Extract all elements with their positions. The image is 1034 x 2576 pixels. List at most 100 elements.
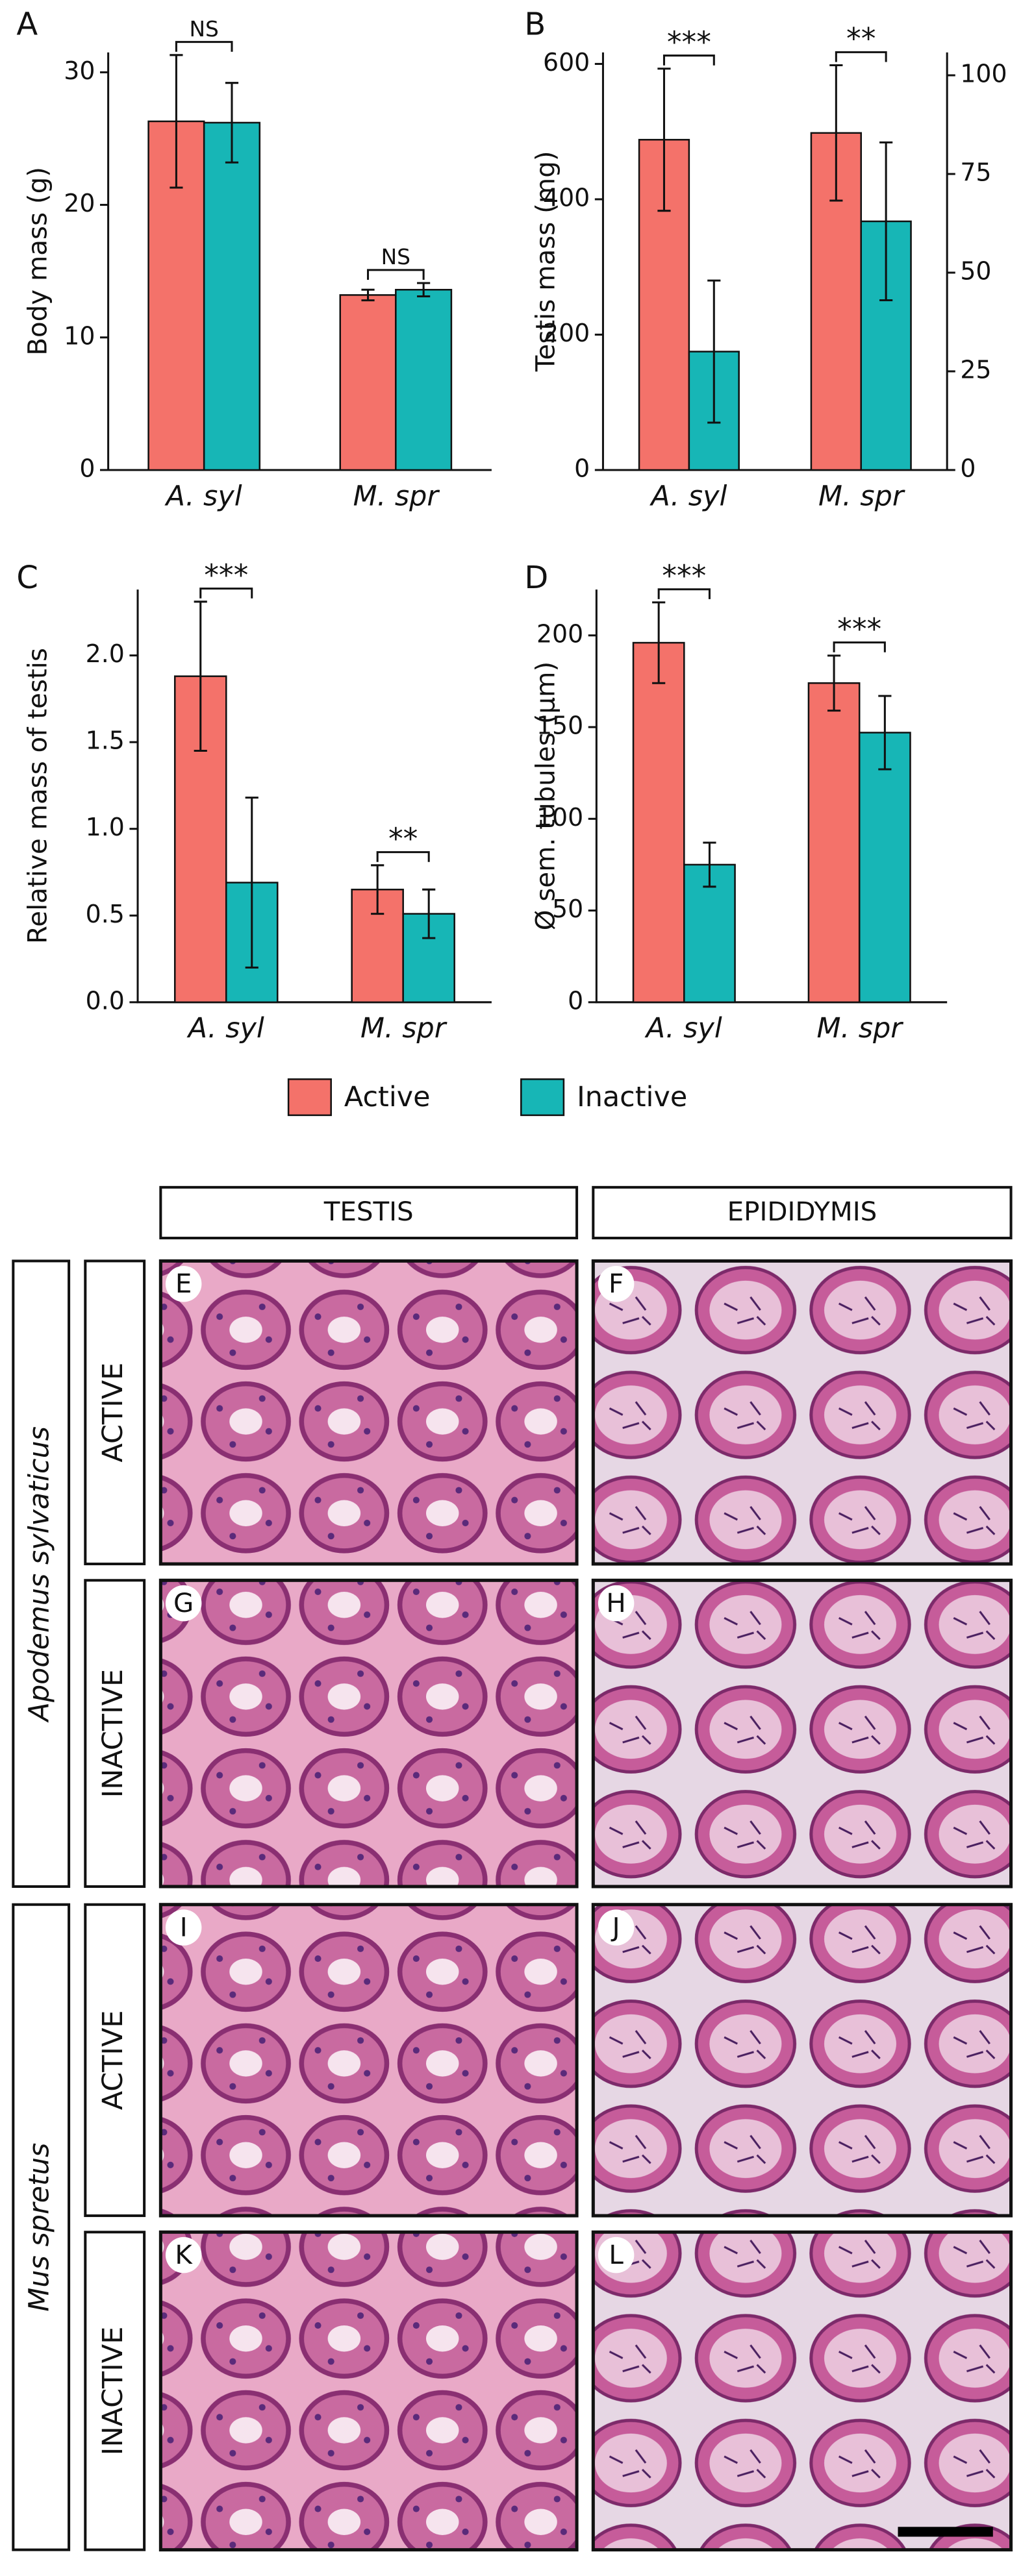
axis-line xyxy=(601,52,948,471)
y-axis-label: Testis mass (mg) xyxy=(531,151,561,372)
legend-swatch xyxy=(287,1078,332,1117)
condition-box xyxy=(84,1259,146,1566)
error-bar xyxy=(361,288,375,302)
condition-box xyxy=(84,2231,146,2551)
panel-letter-badge xyxy=(165,1265,202,1302)
panel-letter-badge xyxy=(165,1585,202,1622)
significance-bracket xyxy=(199,588,253,599)
significance-bracket xyxy=(367,269,425,280)
panel-letter-badge xyxy=(598,1265,635,1302)
legend-label: Inactive xyxy=(577,1081,687,1113)
species-box xyxy=(12,1259,71,1889)
y-axis-label: Relative mass of testis xyxy=(23,648,53,944)
error-bar xyxy=(245,797,258,969)
panel-letter-badge xyxy=(598,1585,635,1622)
error-bar xyxy=(194,601,207,752)
y-tick-label: 400 xyxy=(543,183,590,212)
significance-label: *** xyxy=(204,558,248,592)
y2-tick-label: 50 xyxy=(960,256,991,285)
x-tick-label: M. spr xyxy=(816,1012,903,1045)
scale-bar xyxy=(898,2527,993,2537)
error-bar xyxy=(225,82,239,164)
panel-letter: J xyxy=(611,1913,620,1943)
x-tick-label: A. syl xyxy=(644,1012,722,1045)
x-tick-label: M. spr xyxy=(360,1012,448,1045)
significance-label: *** xyxy=(837,612,881,646)
y-tick-label: 100 xyxy=(536,803,583,832)
significance-label: NS xyxy=(190,17,219,42)
histology: TESTIS EPIDIDYMIS Apodemus sylvaticus ACTIV… xyxy=(12,1185,1013,2552)
condition-label: INACTIVE xyxy=(97,1669,129,1798)
y-tick-label: 20 xyxy=(64,189,95,217)
y-tick-label: 150 xyxy=(536,712,583,740)
significance-bracket xyxy=(657,588,711,599)
micrograph xyxy=(591,1259,1013,1566)
panel-letter: C xyxy=(16,560,38,596)
y2-tick-label: 25 xyxy=(960,355,991,384)
y-tick-label: 0.5 xyxy=(86,900,125,928)
legend-label: Active xyxy=(344,1081,431,1113)
species-label: Apodemus sylvaticus xyxy=(23,1426,56,1723)
legend-swatch xyxy=(520,1078,565,1117)
y-tick-label: 0 xyxy=(79,454,95,482)
panel-letter: B xyxy=(524,6,546,42)
error-bar xyxy=(657,68,671,212)
micrograph xyxy=(591,1903,1013,2218)
y-tick-label: 600 xyxy=(543,48,590,77)
x-tick-label: A. syl xyxy=(164,480,242,512)
micrograph xyxy=(158,1903,579,2218)
significance-label: *** xyxy=(667,25,711,59)
micrograph xyxy=(158,1578,579,1889)
micrograph xyxy=(158,2230,579,2552)
panel-letter: A xyxy=(16,6,38,42)
error-bar xyxy=(878,695,892,771)
y-tick-label: 0 xyxy=(574,454,590,482)
condition-box xyxy=(84,1903,146,2218)
error-bar xyxy=(422,888,436,939)
error-bar xyxy=(703,841,716,888)
x-tick-label: M. spr xyxy=(818,480,905,512)
y-tick-label: 50 xyxy=(552,895,583,923)
error-bar xyxy=(829,64,843,202)
significance-bracket xyxy=(662,55,715,66)
significance-bracket xyxy=(175,41,233,52)
y-tick-label: 1.5 xyxy=(86,726,125,755)
panel-letter: L xyxy=(609,2240,624,2270)
bar xyxy=(858,732,911,1004)
x-tick-label: M. spr xyxy=(353,480,440,512)
y-tick-label: 200 xyxy=(536,619,583,648)
bar xyxy=(807,682,861,1004)
error-bar xyxy=(827,654,841,712)
y2-tick-label: 100 xyxy=(960,59,1007,88)
micrograph xyxy=(158,1259,579,1566)
y2-tick-label: 0 xyxy=(960,454,976,482)
error-bar xyxy=(707,279,721,424)
condition-label: INACTIVE xyxy=(97,2327,129,2456)
condition-label: ACTIVE xyxy=(97,1363,129,1463)
error-bar xyxy=(652,601,666,684)
species-label: Mus spretus xyxy=(23,2143,56,2312)
panel-letter: E xyxy=(175,1269,192,1299)
error-bar xyxy=(879,141,893,302)
charts: A Body mass (g) 0 10 20 30 A. syl NS M. spr NS B Te… xyxy=(16,6,1007,1117)
column-header-box xyxy=(592,1185,1013,1240)
bar xyxy=(339,294,397,471)
y-axis-label: Ø sem. tubules (µm) xyxy=(531,662,561,930)
y-axis-label: Body mass (g) xyxy=(23,167,53,356)
bar xyxy=(632,641,685,1004)
significance-bracket xyxy=(376,851,430,862)
panel-letter: H xyxy=(606,1588,625,1618)
error-bar xyxy=(371,864,385,915)
significance-label: NS xyxy=(381,245,410,269)
panel-letter: D xyxy=(524,560,548,596)
y-tick-label: 30 xyxy=(64,56,95,85)
y-tick-label: 2.0 xyxy=(86,639,125,668)
species-box xyxy=(12,1903,71,2551)
condition-box xyxy=(84,1579,146,1889)
panel-letter: G xyxy=(173,1588,194,1618)
bar xyxy=(395,288,453,471)
column-header: TESTIS xyxy=(323,1196,414,1227)
significance-bracket xyxy=(833,641,886,652)
